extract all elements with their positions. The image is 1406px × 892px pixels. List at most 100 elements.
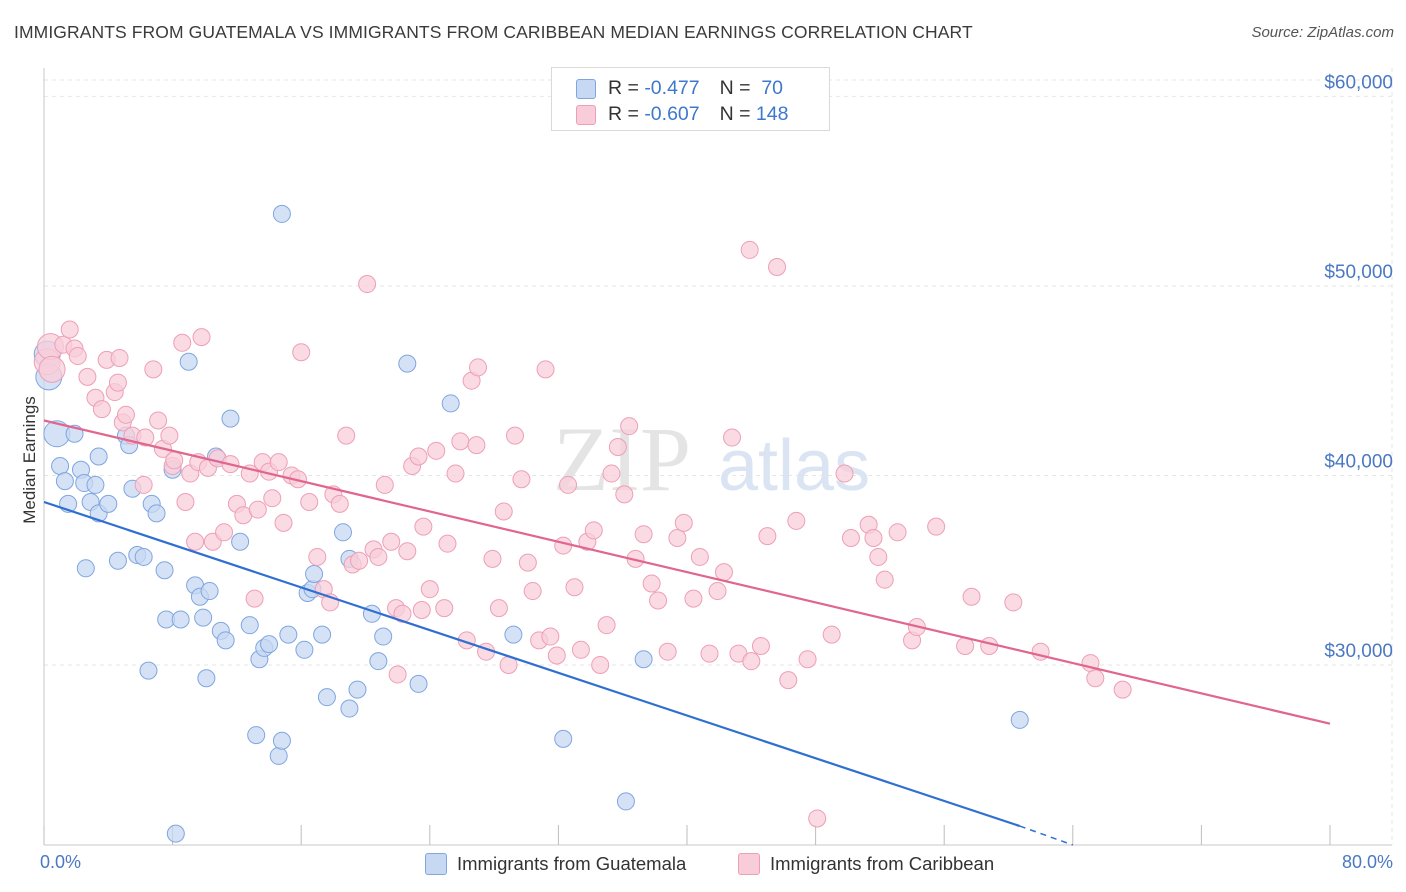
y-tick-label: $40,000 bbox=[1324, 451, 1393, 472]
point-caribbean bbox=[536, 360, 555, 379]
point-guatemala bbox=[134, 547, 153, 566]
point-caribbean bbox=[165, 451, 184, 470]
point-guatemala bbox=[194, 608, 213, 627]
point-caribbean bbox=[875, 570, 894, 589]
point-caribbean bbox=[1113, 680, 1132, 699]
point-caribbean bbox=[420, 580, 439, 599]
point-caribbean bbox=[602, 464, 621, 483]
point-caribbean bbox=[110, 348, 129, 367]
point-caribbean bbox=[787, 511, 806, 530]
point-caribbean bbox=[369, 547, 388, 566]
point-guatemala bbox=[279, 625, 298, 644]
point-caribbean bbox=[962, 587, 981, 606]
point-caribbean bbox=[1086, 669, 1105, 688]
point-caribbean bbox=[547, 646, 566, 665]
point-caribbean bbox=[841, 528, 860, 547]
point-caribbean bbox=[742, 652, 761, 671]
point-guatemala bbox=[305, 564, 324, 583]
legend-swatch-caribbean bbox=[576, 105, 596, 125]
point-caribbean bbox=[740, 240, 759, 259]
trend-line-caribbean bbox=[43, 419, 1331, 725]
point-caribbean bbox=[412, 601, 431, 620]
point-guatemala bbox=[197, 669, 216, 688]
point-guatemala bbox=[86, 475, 105, 494]
point-caribbean bbox=[980, 637, 999, 656]
point-guatemala bbox=[216, 631, 235, 650]
point-caribbean bbox=[248, 500, 267, 519]
legend-r-label: R = bbox=[608, 77, 645, 99]
point-caribbean bbox=[173, 333, 192, 352]
point-caribbean bbox=[505, 426, 524, 445]
point-caribbean bbox=[620, 417, 639, 436]
point-guatemala bbox=[171, 610, 190, 629]
point-caribbean bbox=[758, 527, 777, 546]
point-caribbean bbox=[714, 563, 733, 582]
point-caribbean bbox=[393, 604, 412, 623]
point-guatemala bbox=[179, 352, 198, 371]
point-guatemala bbox=[374, 627, 393, 646]
y-tick-labels: $30,000 $40,000 $50,000 $60,000 bbox=[1324, 72, 1393, 662]
point-guatemala bbox=[240, 616, 259, 635]
point-caribbean bbox=[350, 551, 369, 570]
point-caribbean bbox=[398, 542, 417, 561]
point-caribbean bbox=[597, 616, 616, 635]
point-caribbean bbox=[494, 502, 513, 521]
point-caribbean bbox=[438, 534, 457, 553]
point-caribbean bbox=[116, 405, 135, 424]
point-caribbean bbox=[358, 275, 377, 294]
point-caribbean bbox=[60, 320, 79, 339]
point-caribbean bbox=[308, 547, 327, 566]
point-caribbean bbox=[427, 441, 446, 460]
point-caribbean bbox=[176, 492, 195, 511]
point-caribbean bbox=[523, 582, 542, 601]
point-caribbean bbox=[467, 436, 486, 455]
point-guatemala bbox=[269, 746, 288, 765]
point-guatemala bbox=[340, 699, 359, 718]
point-caribbean bbox=[38, 355, 66, 383]
point-caribbean bbox=[292, 343, 311, 362]
point-caribbean bbox=[92, 400, 111, 419]
point-caribbean bbox=[1004, 593, 1023, 612]
point-caribbean bbox=[489, 599, 508, 618]
bottom-legend-label-guatemala: Immigrants from Guatemala bbox=[457, 853, 687, 874]
point-guatemala bbox=[166, 824, 185, 843]
point-guatemala bbox=[616, 792, 635, 811]
legend-r-value: -0.607 bbox=[644, 103, 700, 125]
y-tick-label: $60,000 bbox=[1324, 72, 1393, 93]
point-guatemala bbox=[295, 640, 314, 659]
point-caribbean bbox=[751, 637, 770, 656]
point-caribbean bbox=[330, 494, 349, 513]
point-caribbean bbox=[869, 547, 888, 566]
point-guatemala bbox=[272, 204, 291, 223]
point-caribbean bbox=[658, 642, 677, 661]
point-caribbean bbox=[541, 627, 560, 646]
point-caribbean bbox=[136, 428, 155, 447]
point-guatemala bbox=[272, 731, 291, 750]
point-guatemala bbox=[260, 635, 279, 654]
point-caribbean bbox=[708, 582, 727, 601]
legend-text-guatemala: R = -0.477 N = 70 bbox=[608, 77, 783, 100]
point-guatemala bbox=[1010, 710, 1029, 729]
point-caribbean bbox=[144, 360, 163, 379]
point-guatemala bbox=[554, 729, 573, 748]
point-guatemala bbox=[369, 652, 388, 671]
point-caribbean bbox=[554, 536, 573, 555]
point-caribbean bbox=[108, 373, 127, 392]
watermark: ZIP atlas bbox=[553, 408, 870, 510]
point-caribbean bbox=[584, 521, 603, 540]
point-caribbean bbox=[414, 517, 433, 536]
point-caribbean bbox=[382, 532, 401, 551]
point-caribbean bbox=[798, 650, 817, 669]
legend-r-label: R = bbox=[608, 103, 645, 125]
point-caribbean bbox=[668, 528, 687, 547]
point-guatemala bbox=[89, 447, 108, 466]
point-caribbean bbox=[300, 492, 319, 511]
bottom-legend-swatch-guatemala bbox=[425, 853, 447, 875]
point-caribbean bbox=[779, 671, 798, 690]
point-guatemala bbox=[147, 504, 166, 523]
point-caribbean bbox=[615, 485, 634, 504]
trend-line-guatemala bbox=[43, 500, 1021, 828]
point-caribbean bbox=[559, 475, 578, 494]
point-caribbean bbox=[864, 528, 883, 547]
